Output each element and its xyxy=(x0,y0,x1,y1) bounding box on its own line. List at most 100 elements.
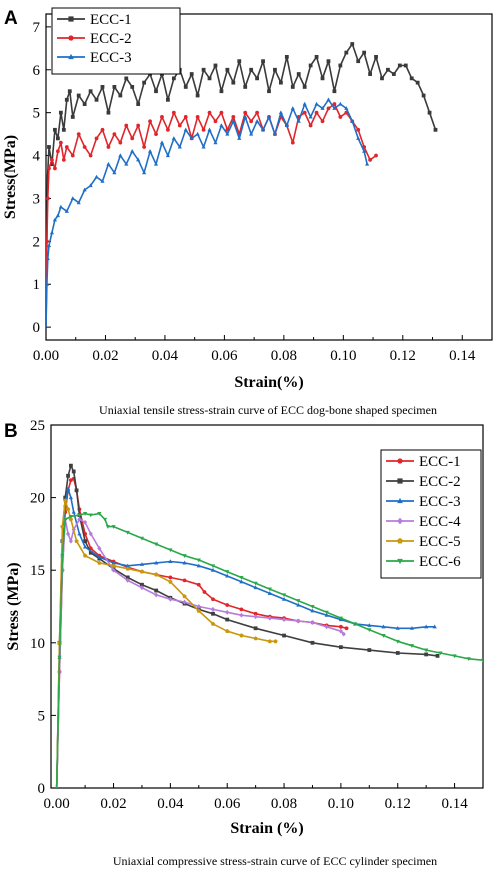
data-point xyxy=(168,559,173,564)
data-point xyxy=(97,554,102,559)
data-point xyxy=(239,633,244,638)
data-point xyxy=(159,140,165,145)
data-point xyxy=(125,566,130,571)
data-point xyxy=(183,85,188,89)
data-point xyxy=(310,604,315,609)
legend-marker xyxy=(397,558,403,565)
data-point xyxy=(202,590,207,594)
data-point xyxy=(153,161,159,166)
legend-label: ECC-4 xyxy=(419,514,461,530)
data-point xyxy=(189,136,194,140)
data-point xyxy=(278,80,283,85)
data-point xyxy=(130,136,135,141)
data-point xyxy=(88,89,93,94)
data-point xyxy=(253,585,258,590)
data-point xyxy=(225,131,230,136)
data-point xyxy=(213,119,218,124)
data-point xyxy=(239,579,244,584)
data-point xyxy=(70,115,75,119)
data-point xyxy=(231,80,236,85)
data-point xyxy=(267,89,271,94)
data-point xyxy=(266,114,272,119)
data-point xyxy=(290,140,295,145)
data-point xyxy=(409,76,414,81)
legend-label: ECC-5 xyxy=(419,534,461,550)
y-axis-title: Stress (MPa) xyxy=(5,562,22,650)
data-point xyxy=(142,170,147,175)
data-point xyxy=(168,575,173,580)
data-point xyxy=(82,187,87,192)
data-point xyxy=(65,506,71,512)
data-point xyxy=(362,50,367,55)
data-point xyxy=(253,611,258,616)
data-point xyxy=(320,76,325,81)
y-tick-label: 20 xyxy=(30,491,45,507)
data-point xyxy=(82,145,87,149)
x-tick-label: 0.08 xyxy=(271,796,297,812)
data-point xyxy=(267,615,272,621)
x-tick-label: 0.00 xyxy=(33,348,59,364)
data-point xyxy=(381,624,386,629)
data-point xyxy=(142,80,147,85)
x-tick-label: 0.06 xyxy=(214,796,241,812)
data-point xyxy=(46,196,50,201)
data-point xyxy=(52,217,58,222)
legend-label: ECC-3 xyxy=(419,494,461,510)
data-point xyxy=(284,54,289,59)
x-tick-label: 0.10 xyxy=(328,796,354,812)
data-point xyxy=(320,106,325,110)
data-point xyxy=(225,573,230,578)
data-point xyxy=(76,200,81,205)
x-tick-label: 0.14 xyxy=(441,796,468,812)
data-point xyxy=(112,132,117,137)
data-point xyxy=(47,166,51,171)
plot-frame xyxy=(50,424,484,789)
data-point xyxy=(136,157,141,162)
data-point xyxy=(356,127,361,132)
data-point xyxy=(88,513,93,518)
data-point xyxy=(68,517,74,522)
data-point xyxy=(58,204,63,209)
series-line-ecc-2 xyxy=(46,103,377,328)
legend-marker xyxy=(397,458,403,464)
series-line-ecc-1 xyxy=(55,477,347,788)
series-line-ecc-3 xyxy=(46,99,368,328)
legend-box xyxy=(380,449,482,579)
data-point xyxy=(332,106,337,110)
data-point xyxy=(213,140,218,145)
y-tick-label: 3 xyxy=(33,191,41,207)
legend-label: ECC-1 xyxy=(419,454,461,470)
data-point xyxy=(182,578,187,583)
data-point xyxy=(239,607,244,612)
data-point xyxy=(249,119,254,124)
data-point xyxy=(338,101,343,106)
data-point xyxy=(210,564,216,569)
data-point xyxy=(326,59,331,64)
data-point xyxy=(112,170,117,175)
series-group xyxy=(55,463,483,788)
data-point xyxy=(183,115,188,119)
data-point xyxy=(195,115,200,119)
data-point xyxy=(111,567,116,573)
data-point xyxy=(61,127,66,132)
data-point xyxy=(61,157,66,162)
data-point xyxy=(60,554,65,558)
data-point xyxy=(341,631,346,637)
data-point xyxy=(260,127,266,132)
data-point xyxy=(253,581,258,586)
data-point xyxy=(332,89,337,94)
data-point xyxy=(356,136,361,140)
data-point xyxy=(49,230,55,235)
data-point xyxy=(397,63,402,68)
data-point xyxy=(219,123,224,128)
data-point xyxy=(182,594,187,599)
data-point xyxy=(154,89,158,94)
data-point xyxy=(94,136,99,141)
data-point xyxy=(302,85,307,89)
data-point xyxy=(409,626,415,630)
data-point xyxy=(362,148,367,153)
data-point xyxy=(365,161,370,166)
data-point xyxy=(183,127,188,132)
data-point xyxy=(168,548,173,553)
